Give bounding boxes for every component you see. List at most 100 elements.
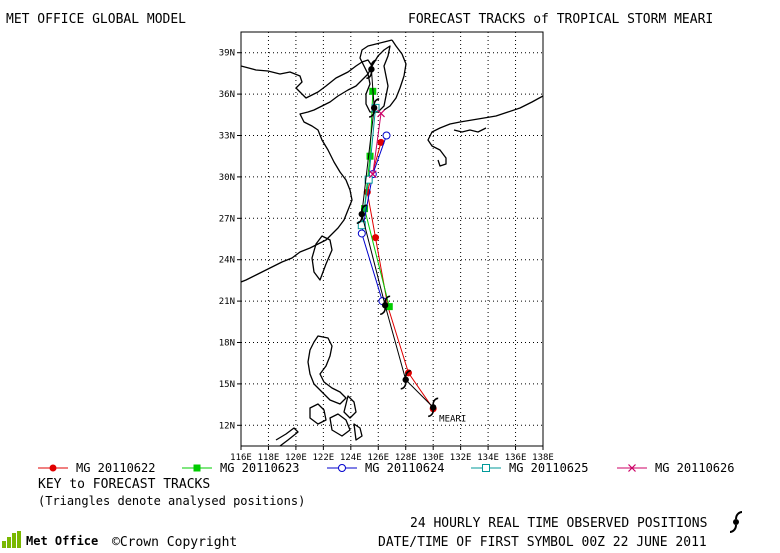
coastline-taiwan bbox=[311, 235, 333, 281]
track-line-0 bbox=[366, 142, 434, 409]
lat-tick-label: 27N bbox=[219, 214, 235, 224]
latitude-tick-labels: 12N 15N 18N 21N 24N 27N 30N 33N 36N 39N bbox=[219, 49, 241, 431]
copyright-text: ©Crown Copyright bbox=[112, 535, 238, 550]
track-line-4 bbox=[372, 113, 382, 175]
track-point-0 bbox=[377, 138, 385, 146]
coastline-luzon bbox=[307, 335, 347, 405]
lat-lon-grid bbox=[241, 32, 543, 446]
lat-tick-label: 30N bbox=[219, 173, 235, 183]
observed-position-dot bbox=[402, 376, 409, 383]
legend-label: MG 20110623 bbox=[220, 461, 299, 475]
coastline-korea-east bbox=[383, 39, 407, 111]
lon-tick-label: 128E bbox=[395, 453, 417, 463]
legend: MG 20110622 MG 20110623 MG 20110624 MG 2011… bbox=[38, 461, 734, 475]
track-point-3 bbox=[364, 175, 373, 184]
legend-marker bbox=[193, 464, 201, 472]
storm-name-label: MEARI bbox=[439, 414, 466, 424]
legend-entry-2: MG 20110624 bbox=[327, 461, 444, 475]
observed-position-symbol bbox=[356, 204, 367, 224]
legend-marker bbox=[49, 464, 57, 472]
lat-tick-label: 24N bbox=[219, 256, 235, 266]
track-point-2 bbox=[382, 131, 391, 140]
coastline-mindoro bbox=[309, 403, 327, 425]
longitude-tick-labels: 116E 118E 120E 122E 124E 126E 128E 130E 132E 134E… bbox=[230, 446, 554, 463]
met-office-logo: Met Office bbox=[2, 531, 112, 553]
legend-entry-3: MG 20110625 bbox=[471, 461, 588, 475]
lon-tick-label: 138E bbox=[532, 453, 554, 463]
track-point-1 bbox=[366, 152, 374, 160]
key-note: (Triangles denote analysed positions) bbox=[38, 494, 306, 508]
coastline-japan bbox=[427, 95, 543, 167]
track-point-0 bbox=[372, 234, 380, 242]
observed-position-dot bbox=[358, 210, 365, 218]
cyclone-symbol-icon bbox=[729, 511, 743, 533]
lon-tick-label: 130E bbox=[422, 453, 444, 463]
cross-stroke bbox=[377, 109, 385, 118]
cross-stroke bbox=[368, 170, 377, 179]
observed-position-arms bbox=[400, 369, 411, 390]
track-point-4 bbox=[368, 170, 377, 179]
lon-tick-label: 136E bbox=[505, 453, 527, 463]
observed-positions bbox=[356, 59, 439, 418]
observed-position-arms bbox=[356, 204, 367, 224]
observed-position-dot bbox=[368, 66, 375, 73]
lat-tick-label: 39N bbox=[219, 49, 235, 59]
legend-marker bbox=[628, 464, 636, 472]
legend-label: MG 20110625 bbox=[509, 461, 588, 475]
observed-position-arms bbox=[366, 59, 377, 80]
track-point-2 bbox=[357, 229, 366, 238]
lon-tick-label: 132E bbox=[450, 453, 472, 463]
track-point-3 bbox=[357, 221, 366, 230]
observed-position-dot bbox=[429, 404, 437, 411]
cross-stroke bbox=[628, 464, 636, 472]
legend-label: MG 20110626 bbox=[655, 461, 734, 475]
lat-tick-label: 33N bbox=[219, 132, 235, 142]
lon-tick-label: 124E bbox=[340, 453, 362, 463]
map-frame bbox=[240, 31, 544, 447]
legend-marker bbox=[482, 464, 490, 472]
coastline-samar bbox=[343, 395, 357, 419]
key-title: KEY to FORECAST TRACKS bbox=[38, 477, 211, 492]
legend-entry-0: MG 20110622 bbox=[38, 461, 155, 475]
observed-position-symbol bbox=[380, 295, 391, 316]
first-symbol-datetime: DATE/TIME OF FIRST SYMBOL 00Z 22 JUNE 20… bbox=[378, 535, 707, 550]
lon-tick-label: 134E bbox=[477, 453, 499, 463]
lat-tick-label: 21N bbox=[219, 297, 235, 307]
lon-tick-label: 126E bbox=[367, 453, 389, 463]
observed-position-symbol bbox=[400, 369, 411, 390]
lon-tick-label: 118E bbox=[258, 453, 280, 463]
forecast-tracks bbox=[357, 87, 437, 413]
legend-entry-1: MG 20110623 bbox=[182, 461, 299, 475]
coastline-visayas bbox=[329, 413, 363, 441]
track-point-1 bbox=[385, 303, 393, 311]
coastline-palawan bbox=[275, 427, 299, 446]
lat-tick-label: 12N bbox=[219, 421, 235, 431]
lat-tick-label: 15N bbox=[219, 380, 235, 390]
coastline-korea-west bbox=[359, 39, 393, 113]
observed-position-dot bbox=[370, 104, 378, 112]
lon-tick-label: 116E bbox=[230, 453, 252, 463]
header-title-right: FORECAST TRACKS of TROPICAL STORM MEARI bbox=[408, 12, 714, 27]
met-office-logo-text: Met Office bbox=[26, 534, 98, 548]
legend-entry-4: MG 20110626 bbox=[617, 461, 734, 475]
legend-label: MG 20110624 bbox=[365, 461, 444, 475]
observed-position-symbol bbox=[366, 59, 377, 80]
coastline bbox=[241, 39, 543, 446]
lat-tick-label: 36N bbox=[219, 90, 235, 100]
coastline-china bbox=[241, 59, 373, 283]
observed-position-dot bbox=[381, 302, 389, 309]
observed-position-symbol bbox=[369, 98, 380, 118]
legend-marker bbox=[338, 464, 346, 472]
observed-position-symbol bbox=[428, 397, 439, 418]
observed-position-arms bbox=[428, 397, 439, 418]
track-line-2 bbox=[361, 135, 387, 302]
lon-tick-label: 120E bbox=[285, 453, 307, 463]
lon-tick-label: 122E bbox=[313, 453, 335, 463]
track-point-4 bbox=[377, 109, 385, 118]
observed-position-arms bbox=[380, 295, 391, 316]
header-title-left: MET OFFICE GLOBAL MODEL bbox=[6, 12, 187, 27]
legend-label: MG 20110622 bbox=[76, 461, 155, 475]
met-office-logo-icon bbox=[2, 531, 21, 548]
observed-positions-note: 24 HOURLY REAL TIME OBSERVED POSITIONS bbox=[410, 516, 708, 531]
